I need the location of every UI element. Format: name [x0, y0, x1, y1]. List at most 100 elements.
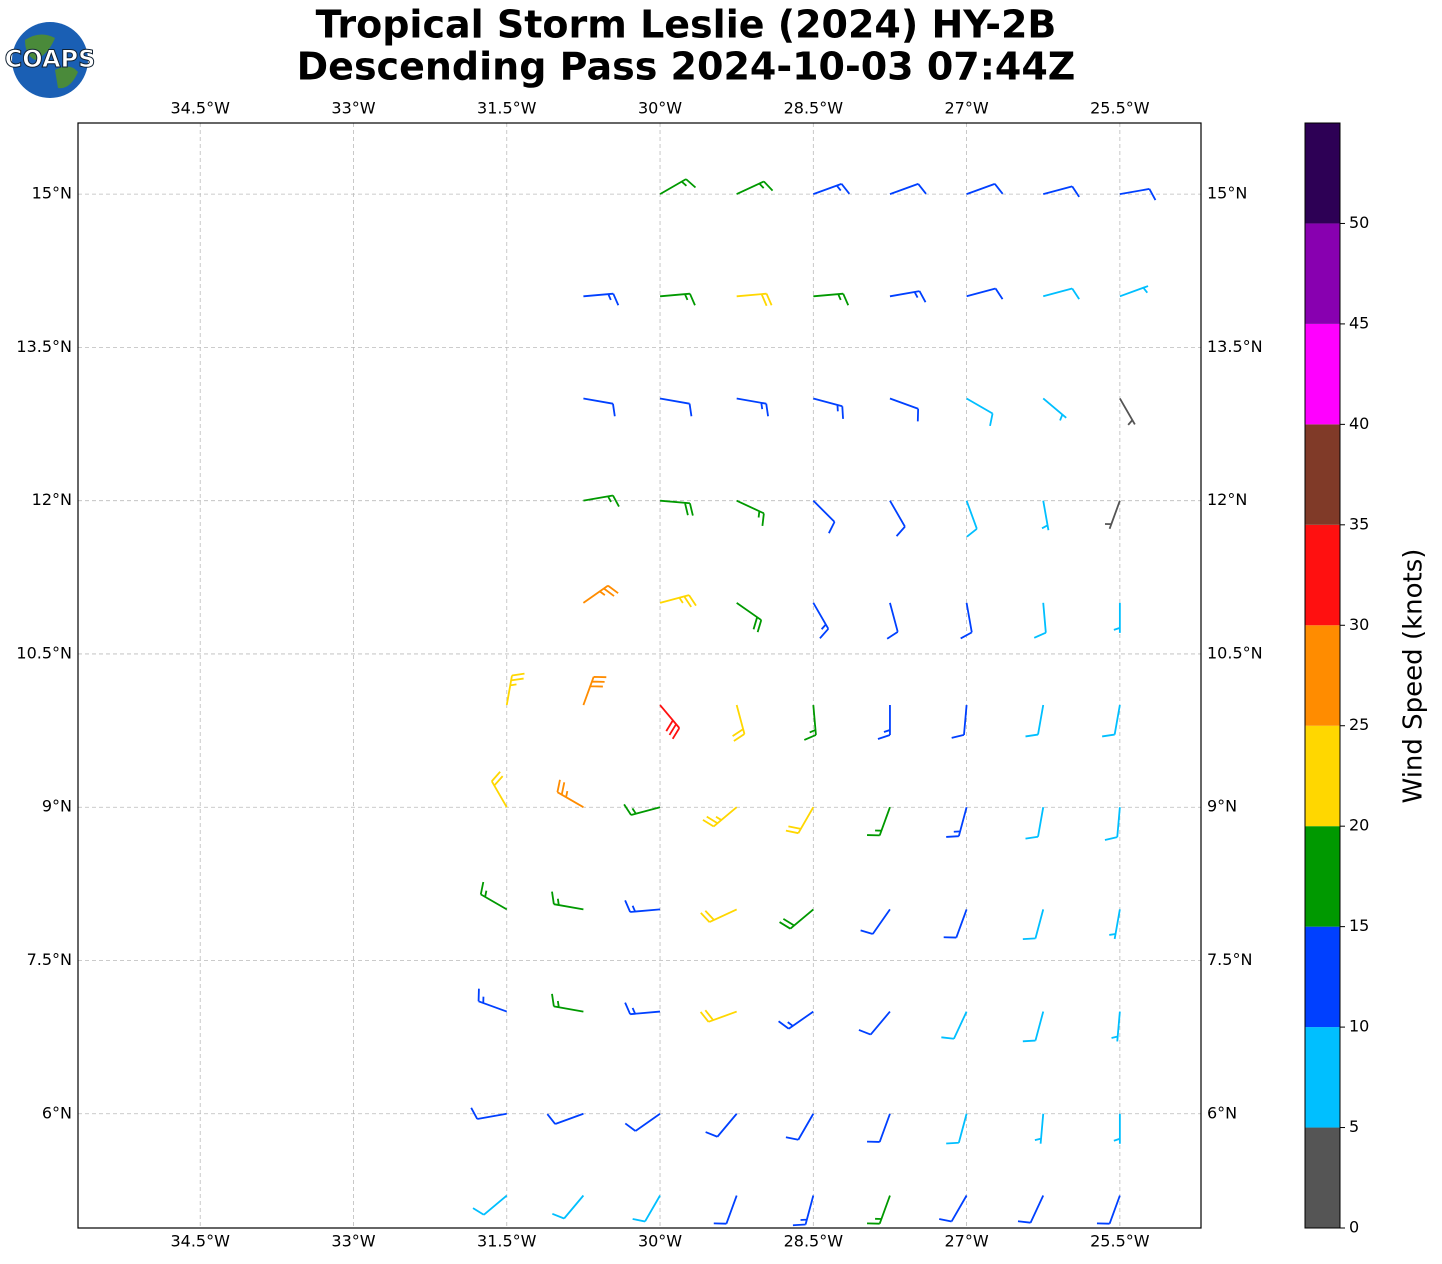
wind-barb	[736, 292, 773, 307]
colorbar-segment	[1305, 323, 1340, 425]
logo-land	[25, 34, 78, 89]
wind-barb	[946, 1113, 968, 1145]
wind-barb	[943, 909, 968, 939]
wind-barb	[812, 500, 836, 534]
colorbar-segment	[1305, 826, 1340, 927]
wind-barb	[1096, 1195, 1121, 1225]
wind-barb	[813, 292, 850, 306]
colorbar-tick-label: 30	[1349, 615, 1369, 634]
wind-barb	[1102, 704, 1121, 738]
wind-barb	[779, 908, 814, 930]
wind-barb	[624, 1002, 661, 1016]
wind-barb	[1022, 1011, 1045, 1043]
wind-barb	[951, 704, 968, 739]
wind-barb	[659, 594, 697, 608]
x-tick-label: 34.5°W	[170, 1232, 230, 1251]
wind-barb	[582, 675, 607, 706]
wind-barb	[490, 771, 508, 808]
y-tick-label: 13.5°N	[1207, 337, 1263, 356]
y-tick-label: 9°N	[1207, 797, 1237, 816]
x-tick-label: 33°W	[331, 99, 375, 118]
wind-barb	[583, 397, 616, 417]
y-tick-label: 6°N	[42, 1103, 72, 1122]
colorbar-tick-label: 25	[1349, 715, 1369, 734]
wind-barb	[1109, 909, 1121, 940]
wind-barb	[960, 602, 973, 640]
wind-barb	[813, 397, 844, 419]
wind-barb	[736, 397, 769, 417]
wind-barb	[659, 397, 693, 417]
wind-barb	[813, 183, 851, 195]
colorbar-segment	[1305, 123, 1340, 224]
wind-barb	[659, 178, 697, 195]
wind-barb	[1033, 602, 1047, 639]
x-tick-label: 31.5°W	[477, 1232, 537, 1251]
wind-barb	[479, 881, 508, 911]
colorbar-segment	[1305, 625, 1340, 726]
colorbar-tick-label: 5	[1349, 1117, 1359, 1136]
colorbar-tick-label: 35	[1349, 514, 1369, 533]
colorbar-tick-label: 40	[1349, 414, 1369, 433]
wind-barb	[583, 292, 620, 306]
wind-barb	[659, 499, 694, 516]
x-tick-label: 25.5°W	[1090, 99, 1150, 118]
x-tick-label: 30°W	[638, 99, 682, 118]
colorbar-segment	[1305, 424, 1340, 525]
y-tick-label: 10.5°N	[16, 643, 72, 662]
wind-barb	[552, 1194, 585, 1220]
wind-barb	[546, 1112, 584, 1125]
wind-barb	[470, 1107, 507, 1120]
y-tick-label: 6°N	[1207, 1103, 1237, 1122]
x-tick-label: 30°W	[638, 1232, 682, 1251]
colorbar-segment	[1305, 524, 1340, 626]
wind-barb	[736, 499, 765, 527]
wind-barb	[1042, 397, 1067, 421]
wind-barb	[551, 993, 584, 1013]
x-tick-label: 25.5°W	[1090, 1232, 1150, 1251]
x-tick-label: 31.5°W	[477, 99, 537, 118]
wind-barb	[803, 704, 817, 741]
wind-barb	[1025, 704, 1045, 738]
wind-barb	[1041, 500, 1050, 531]
wind-barb	[889, 183, 927, 195]
wind-barb	[941, 1011, 968, 1040]
wind-barb	[702, 806, 738, 828]
wind-barb	[624, 1113, 661, 1132]
y-tick-label: 10.5°N	[1207, 643, 1263, 662]
colorbar-segment	[1305, 1127, 1340, 1228]
logo: COAPS	[4, 22, 96, 98]
wind-barb	[1025, 807, 1045, 840]
wind-barb	[1111, 1011, 1121, 1042]
wind-barb	[860, 908, 891, 935]
wind-barb	[732, 704, 746, 742]
wind-barb	[582, 584, 619, 604]
wind-barb	[889, 500, 906, 537]
colorbar-segment	[1305, 223, 1340, 324]
colorbar-tick-label: 0	[1349, 1218, 1359, 1237]
wind-barb	[659, 704, 681, 740]
wind-barb	[700, 908, 738, 923]
wind-barb	[1119, 188, 1157, 201]
wind-barb	[965, 500, 978, 538]
chart-title: Descending Pass 2024-10-03 07:44Z	[297, 45, 1076, 89]
colorbar-segment	[1305, 926, 1340, 1028]
wind-barb	[1034, 1113, 1045, 1144]
colorbar-segment	[1305, 1027, 1340, 1128]
colorbar-tick-label: 15	[1349, 916, 1369, 935]
wind-barb	[624, 900, 661, 913]
x-tick-label: 27°W	[944, 99, 988, 118]
y-tick-label: 7.5°N	[27, 950, 72, 969]
wind-barb	[966, 397, 994, 427]
wind-barb	[705, 1113, 738, 1138]
wind-barb	[736, 602, 763, 633]
wind-barb	[1104, 500, 1121, 530]
y-tick-label: 15°N	[1207, 184, 1247, 203]
colorbar-tick-label: 45	[1349, 313, 1369, 332]
wind-barb	[946, 806, 968, 838]
wind-barb	[785, 1113, 815, 1141]
wind-barb	[632, 1195, 661, 1223]
wind-barb	[1022, 909, 1045, 941]
wind-barb	[1042, 287, 1080, 300]
y-tick-label: 13.5°N	[16, 337, 72, 356]
